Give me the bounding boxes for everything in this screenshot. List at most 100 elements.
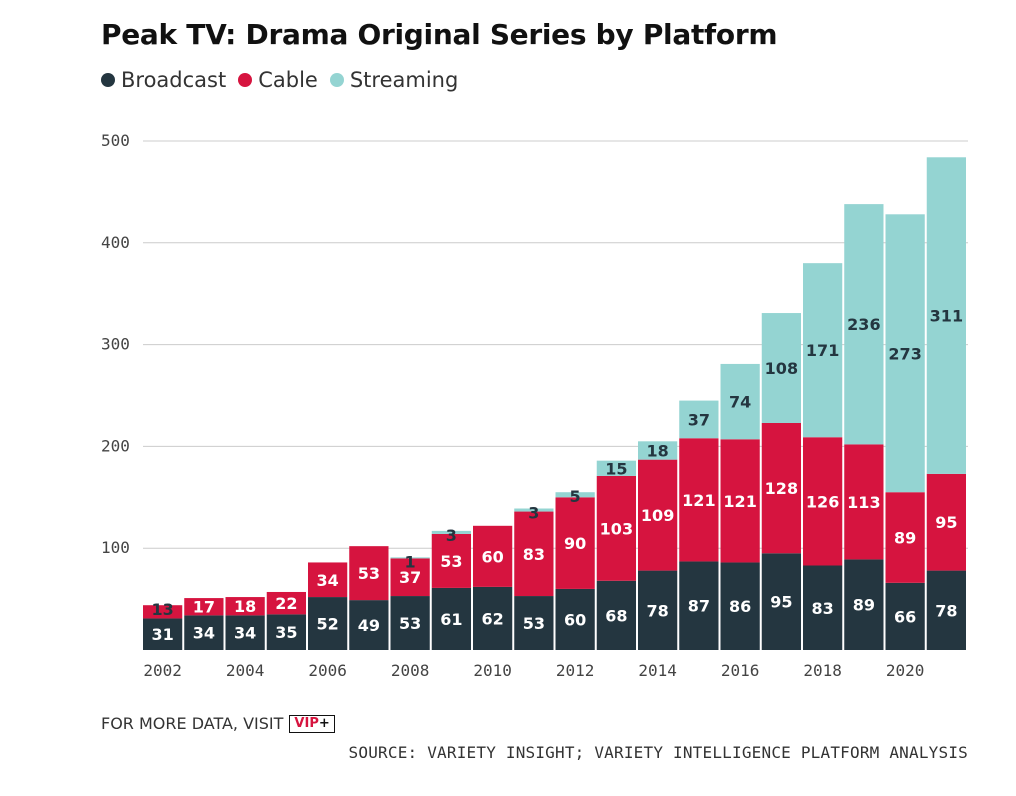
bar-cable-2010 <box>473 525 513 587</box>
data-label-broadcast-2004: 34 <box>234 624 256 643</box>
bar-streaming-2017 <box>761 313 801 423</box>
data-label-streaming-2019: 236 <box>847 315 880 334</box>
bar-broadcast-2011 <box>514 596 554 650</box>
bar-cable-2020 <box>885 492 925 583</box>
data-label-cable-2009: 53 <box>440 552 462 571</box>
data-label-broadcast-2009: 61 <box>440 610 462 629</box>
data-label-broadcast-2007: 49 <box>358 616 380 635</box>
data-label-cable-2002: 13 <box>151 600 173 619</box>
data-label-cable-2007: 53 <box>358 564 380 583</box>
legend-swatch-cable <box>238 73 253 87</box>
legend-label-cable: Cable <box>258 68 318 92</box>
more-data-note: FOR MORE DATA, VISIT VIP+ <box>101 714 335 733</box>
bar-cable-2003 <box>184 598 224 616</box>
x-tick-label: 2016 <box>721 661 760 680</box>
bar-cable-2013 <box>596 475 636 581</box>
data-label-broadcast-2002: 31 <box>151 625 173 644</box>
legend: Broadcast Cable Streaming <box>101 68 458 92</box>
data-label-streaming-2011: 3 <box>528 503 539 522</box>
bar-cable-2009 <box>431 533 471 588</box>
bar-cable-2019 <box>844 444 884 560</box>
data-label-broadcast-2012: 60 <box>564 610 586 629</box>
data-label-broadcast-2010: 62 <box>481 609 503 628</box>
bar-broadcast-2003 <box>184 615 224 650</box>
legend-swatch-broadcast <box>101 73 115 87</box>
bar-cable-2004 <box>225 597 265 616</box>
y-tick-label: 300 <box>101 335 130 354</box>
data-label-cable-2003: 17 <box>193 598 215 617</box>
bar-broadcast-2002 <box>143 618 183 650</box>
data-label-cable-2004: 18 <box>234 597 256 616</box>
bar-streaming-2020 <box>885 214 925 493</box>
data-label-cable-2006: 34 <box>316 571 338 590</box>
bar-cable-2012 <box>555 497 595 589</box>
data-label-streaming-2020: 273 <box>888 344 921 363</box>
vip-plus-sign: + <box>318 715 330 731</box>
y-tick-label: 100 <box>101 538 130 557</box>
data-label-broadcast-2005: 35 <box>275 623 297 642</box>
x-tick-label: 2004 <box>226 661 265 680</box>
bar-cable-2007 <box>349 546 389 601</box>
data-label-cable-2016: 121 <box>723 492 756 511</box>
bar-streaming-2016 <box>720 363 760 440</box>
bar-broadcast-2020 <box>885 582 925 650</box>
data-label-streaming-2013: 15 <box>605 459 627 478</box>
source-note: SOURCE: VARIETY INSIGHT; VARIETY INTELLI… <box>348 743 968 762</box>
bar-broadcast-2008 <box>390 596 430 650</box>
bar-cable-2015 <box>679 438 719 562</box>
vip-plus-link[interactable]: VIP+ <box>289 714 335 733</box>
data-label-broadcast-2008: 53 <box>399 614 421 633</box>
data-label-broadcast-2016: 86 <box>729 597 751 616</box>
data-label-streaming-2009: 3 <box>446 526 457 545</box>
bar-streaming-2019 <box>844 204 884 445</box>
data-label-broadcast-2014: 78 <box>646 601 668 620</box>
bar-cable-2014 <box>638 459 678 571</box>
legend-item-cable: Cable <box>238 68 318 92</box>
bar-broadcast-2019 <box>844 559 884 650</box>
data-label-broadcast-2020: 66 <box>894 607 916 626</box>
bar-streaming-2013 <box>596 460 636 476</box>
bar-broadcast-2004 <box>225 615 265 650</box>
bar-broadcast-2021 <box>926 570 966 650</box>
legend-label-streaming: Streaming <box>349 68 459 92</box>
bar-cable-2018 <box>803 437 843 566</box>
y-tick-label: 400 <box>101 233 130 252</box>
x-tick-label: 2020 <box>886 661 925 680</box>
bar-cable-2005 <box>266 591 306 615</box>
bar-broadcast-2017 <box>761 553 801 650</box>
data-label-cable-2011: 83 <box>523 545 545 564</box>
data-label-cable-2015: 121 <box>682 491 715 510</box>
bar-streaming-2012 <box>555 492 595 498</box>
x-tick-label: 2002 <box>143 661 182 680</box>
data-label-cable-2017: 128 <box>765 479 798 498</box>
data-label-broadcast-2003: 34 <box>193 624 215 643</box>
bar-cable-2002 <box>143 605 183 619</box>
data-label-cable-2014: 109 <box>641 506 674 525</box>
bar-broadcast-2013 <box>596 580 636 650</box>
x-tick-label: 2018 <box>803 661 842 680</box>
bar-cable-2011 <box>514 511 554 597</box>
data-label-cable-2013: 103 <box>600 519 633 538</box>
data-label-streaming-2012: 5 <box>570 487 581 506</box>
x-tick-label: 2014 <box>638 661 677 680</box>
bar-cable-2016 <box>720 439 760 563</box>
bar-streaming-2021 <box>926 157 966 474</box>
legend-swatch-streaming <box>329 73 344 87</box>
bar-cable-2017 <box>761 422 801 554</box>
data-label-streaming-2017: 108 <box>765 359 798 378</box>
data-label-broadcast-2011: 53 <box>523 614 545 633</box>
chart-title: Peak TV: Drama Original Series by Platfo… <box>101 18 778 51</box>
data-label-streaming-2014: 18 <box>646 441 668 460</box>
data-label-broadcast-2017: 95 <box>770 593 792 612</box>
data-label-streaming-2015: 37 <box>688 410 710 429</box>
x-tick-label: 2006 <box>308 661 347 680</box>
data-label-streaming-2021: 311 <box>930 307 963 326</box>
data-label-cable-2020: 89 <box>894 529 916 548</box>
legend-item-broadcast: Broadcast <box>101 68 226 92</box>
data-label-cable-2012: 90 <box>564 534 586 553</box>
bar-broadcast-2015 <box>679 561 719 650</box>
x-tick-label: 2010 <box>473 661 512 680</box>
x-tick-label: 2008 <box>391 661 430 680</box>
bar-streaming-2008 <box>390 557 430 559</box>
